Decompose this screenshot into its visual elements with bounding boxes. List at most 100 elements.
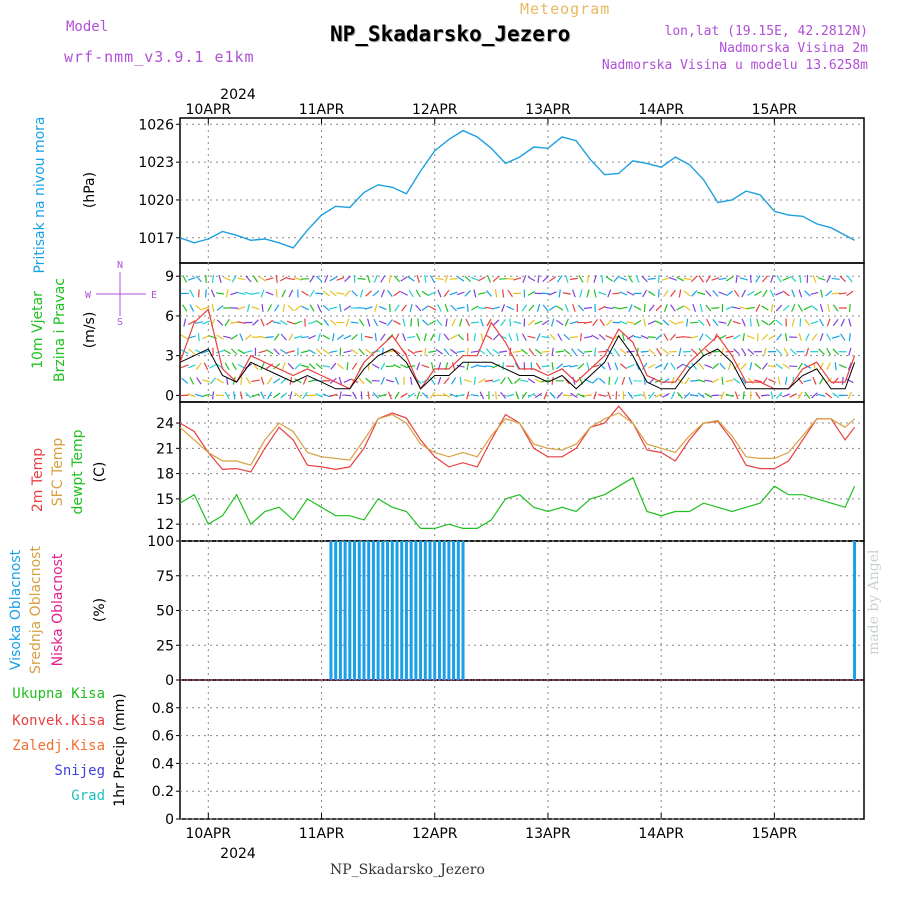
wind-arrow — [534, 392, 543, 399]
wind-arrow — [670, 289, 676, 297]
wind-arrow — [357, 306, 366, 310]
wind-arrow — [315, 348, 323, 356]
wind-arrow — [485, 290, 493, 297]
wind-arrow — [293, 277, 302, 281]
wind-arrow — [804, 319, 811, 327]
wind-arrow — [294, 392, 302, 399]
wind-arrow — [470, 394, 479, 397]
wind-arrow — [266, 377, 273, 385]
wind-arrow — [400, 291, 408, 296]
wind-arrow — [698, 333, 704, 341]
wind-arrow — [527, 392, 536, 398]
wind-arrow — [520, 348, 528, 355]
wind-arrow — [287, 362, 295, 370]
wind-arrow — [201, 393, 210, 398]
wind-arrow — [343, 334, 352, 340]
wind-arrow — [457, 333, 464, 341]
lonlat-label: lon,lat (19.15E, 42.2812N) — [664, 24, 869, 39]
temp-label-3: dewpt Temp — [70, 429, 86, 514]
wind-arrow — [273, 378, 281, 384]
wind-arrow — [747, 377, 754, 385]
cloud-bar — [334, 541, 338, 680]
wind-arrow — [386, 319, 393, 327]
wind-arrow — [216, 350, 225, 354]
wind-arrow — [294, 363, 302, 370]
wind-arrow — [569, 320, 578, 325]
wind-arrow — [515, 391, 520, 400]
elevation-label: Nadmorska Visina 2m — [719, 41, 868, 56]
cloud-bar — [456, 541, 460, 680]
wind-arrow — [286, 350, 295, 354]
wind-arrow — [619, 291, 628, 296]
wind-arrow — [690, 379, 699, 382]
wind-arrow — [329, 276, 338, 282]
wind-arrow — [402, 333, 407, 342]
wind-arrow — [364, 335, 373, 339]
wind-arrow — [506, 393, 515, 397]
wind-arrow — [647, 320, 656, 325]
wind-arrow — [812, 376, 817, 385]
wind-arrow — [797, 377, 804, 385]
wind-arrow — [421, 319, 429, 326]
date-tick-bottom: 10APR — [186, 826, 232, 842]
wind-arrow — [182, 275, 188, 283]
wind-arrow — [400, 276, 408, 282]
wind-arrow — [416, 362, 421, 371]
wind-arrow — [428, 320, 437, 326]
wind-arrow — [698, 362, 705, 370]
wind-arrow — [662, 392, 670, 398]
wind-arrow — [558, 289, 561, 298]
wind-arrow — [352, 391, 357, 400]
wind-arrow — [605, 306, 614, 310]
wind-arrow — [733, 348, 740, 355]
wind-arrow — [761, 362, 768, 370]
wind-arrow — [569, 336, 578, 339]
wind-arrow — [711, 394, 720, 397]
wind-arrow — [797, 362, 803, 370]
wind-arrow — [767, 365, 777, 368]
wind-arrow — [528, 348, 535, 356]
wind-arrow — [614, 362, 619, 371]
wind-arrow — [351, 362, 358, 370]
wind-arrow — [579, 333, 583, 342]
wind-arrow — [733, 377, 741, 384]
temp-label-1: 2m Temp — [30, 448, 46, 512]
wind-arrow — [237, 363, 246, 369]
wind-arrow — [562, 292, 571, 295]
wind-arrow — [760, 394, 769, 397]
wind-arrow — [515, 333, 519, 342]
wind-arrow — [260, 391, 265, 400]
wind-arrow — [598, 305, 607, 311]
wind-arrow — [385, 379, 394, 383]
wind-arrow — [212, 274, 215, 283]
wind-arrow — [598, 334, 606, 341]
wind-arrow — [541, 350, 550, 353]
wind-arrow — [216, 292, 225, 295]
wind-arrow — [322, 364, 331, 368]
wind-arrow — [449, 291, 458, 296]
wind-arrow — [626, 364, 635, 369]
wind-arrow — [380, 362, 386, 371]
wind-arrow — [782, 393, 791, 398]
wind-arrow — [374, 304, 378, 313]
wind-arrow — [499, 277, 508, 280]
year-top-label: 2024 — [220, 87, 256, 103]
wind-arrow — [479, 391, 485, 400]
wind-arrow — [280, 333, 287, 341]
wind-arrow — [470, 350, 479, 353]
wind-arrow — [187, 276, 196, 281]
temp-unit: (C) — [92, 462, 108, 483]
wind-arrow — [775, 304, 783, 312]
wind-arrow — [237, 277, 246, 281]
wind-arrow — [463, 379, 472, 383]
wind-arrow — [372, 392, 379, 399]
wind-arrow — [770, 303, 774, 313]
wind-arrow — [437, 376, 442, 385]
wind-arrow — [230, 291, 239, 296]
wind-arrow — [832, 319, 839, 327]
wind-arrow — [776, 275, 782, 283]
wind-arrow — [648, 304, 655, 312]
wind-arrow — [741, 377, 747, 385]
wind-arrow — [473, 333, 477, 342]
wind-arrow — [443, 333, 450, 341]
